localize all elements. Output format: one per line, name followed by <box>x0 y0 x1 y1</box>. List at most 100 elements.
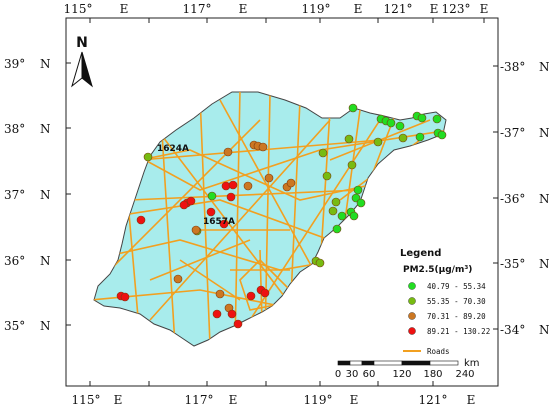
top-lon-label: 123° <box>442 2 471 16</box>
bottom-lon-label: 119° <box>304 393 333 407</box>
left-lat-deg: 38° <box>4 122 25 136</box>
station-dot <box>221 181 231 191</box>
top-lon-label: 121° <box>384 2 413 16</box>
station-dots <box>116 103 447 329</box>
station-dot <box>212 309 222 319</box>
right-lat-deg: -37° <box>500 126 525 140</box>
bottom-lon-label: E <box>229 393 238 407</box>
left-lat-dir: N <box>40 254 51 268</box>
station-dot <box>328 206 338 216</box>
bottom-lon-label: 115° <box>72 393 101 407</box>
station-dot <box>386 118 396 128</box>
left-lat-deg: 39° <box>4 57 25 71</box>
bottom-lon-labels: 115° E 117° E 119° E 121° E <box>72 393 476 407</box>
station-dot <box>437 130 447 140</box>
legend-swatch-3 <box>408 312 416 320</box>
station-dot <box>286 178 296 188</box>
station-dot <box>353 185 363 195</box>
station-dot <box>228 180 238 190</box>
right-lat-deg: -36° <box>500 192 525 206</box>
top-lon-label: E <box>480 2 489 16</box>
station-dot <box>186 196 196 206</box>
station-dot <box>191 225 201 235</box>
top-lon-label: E <box>120 2 129 16</box>
station-dot <box>233 319 243 329</box>
scale-bar-seg <box>361 360 375 366</box>
right-lat-deg: -38° <box>500 60 525 74</box>
scale-bar-tick: 0 <box>335 369 341 380</box>
station-dot <box>215 289 225 299</box>
top-lon-labels: 115° E 117° E 119° E 121° E 123° E <box>64 2 489 16</box>
station-dot <box>344 134 354 144</box>
station-dot <box>332 224 342 234</box>
left-lat-dir: N <box>40 188 51 202</box>
right-lat-deg: -35° <box>500 257 525 271</box>
bottom-lon-label: E <box>350 393 359 407</box>
right-lat-dir: N <box>539 192 550 206</box>
station-dot <box>322 171 332 181</box>
station-dot <box>227 309 237 319</box>
scale-bar-seg <box>373 360 403 366</box>
station-dot <box>417 113 427 123</box>
station-label-1657a: 1657A <box>203 217 235 227</box>
frame-ticks <box>66 18 498 386</box>
top-lon-label: 117° <box>183 2 212 16</box>
right-lat-dir: N <box>539 126 550 140</box>
bottom-lon-label: 117° <box>185 393 214 407</box>
north-arrow: N <box>71 35 93 88</box>
station-dot <box>373 137 383 147</box>
left-lat-deg: 37° <box>4 188 25 202</box>
legend-subtitle: PM2.5(μg/m³) <box>403 265 472 275</box>
legend-item-label: 89.21 - 130.22 <box>427 327 490 336</box>
legend: Legend PM2.5(μg/m³) 40.79 - 55.34 55.35 … <box>400 248 490 356</box>
legend-item-label: 55.35 - 70.30 <box>427 297 486 306</box>
scale-bar-tick: 240 <box>455 369 474 380</box>
top-lon-label: E <box>430 2 439 16</box>
legend-swatch-4 <box>408 327 416 335</box>
legend-swatch-1 <box>408 282 416 290</box>
station-dot <box>120 292 130 302</box>
station-dot <box>206 207 216 217</box>
scale-bar-seg <box>401 360 431 366</box>
top-lon-label: 115° <box>64 2 93 16</box>
bottom-lon-label: E <box>467 393 476 407</box>
station-dot <box>219 219 229 229</box>
left-lat-dir: N <box>40 319 51 333</box>
right-lat-dir: N <box>539 257 550 271</box>
scale-bar-tick: 120 <box>392 369 411 380</box>
left-lat-deg: 35° <box>4 319 25 333</box>
top-lon-label: E <box>354 2 363 16</box>
scale-bar-tick: 60 <box>363 369 376 380</box>
legend-item-label: 70.31 - 89.20 <box>427 312 486 321</box>
station-dot <box>246 291 256 301</box>
station-dot <box>331 197 341 207</box>
left-lat-deg: 36° <box>4 254 25 268</box>
north-arrow-icon-shade <box>81 51 93 88</box>
station-dot <box>318 148 328 158</box>
station-label-1624a: 1624A <box>157 144 189 154</box>
scale-bar-unit: km <box>464 358 480 369</box>
legend-title: Legend <box>400 248 441 259</box>
bottom-lon-label: E <box>114 393 123 407</box>
station-dot <box>398 133 408 143</box>
scale-bar-tick: 180 <box>423 369 442 380</box>
top-lon-label: 119° <box>302 2 331 16</box>
station-dot <box>143 152 153 162</box>
legend-item-label: 40.79 - 55.34 <box>427 282 486 291</box>
station-dot <box>207 191 217 201</box>
station-dot <box>264 173 274 183</box>
bottom-lon-label: 121° <box>419 393 448 407</box>
station-dot <box>258 142 268 152</box>
station-dot <box>337 211 347 221</box>
station-dot <box>243 181 253 191</box>
station-dot <box>356 198 366 208</box>
station-dot <box>260 288 270 298</box>
north-arrow-label: N <box>76 35 88 51</box>
station-dot <box>348 103 358 113</box>
scale-bar-seg <box>429 360 459 366</box>
station-dot <box>415 132 425 142</box>
station-dot <box>395 121 405 131</box>
station-dot <box>179 200 189 210</box>
right-lat-labels: -38° N -37° N -36° N -35° N -34° N <box>500 60 550 337</box>
